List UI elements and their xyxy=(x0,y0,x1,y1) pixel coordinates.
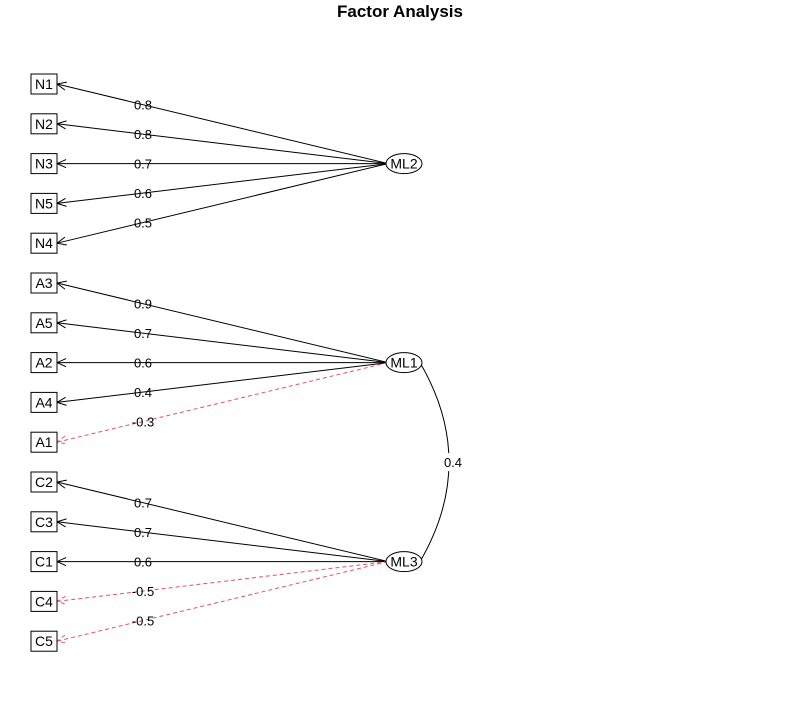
indicator-label: C1 xyxy=(35,554,53,570)
loading-path-n2 xyxy=(56,123,389,165)
loading-path-n1 xyxy=(56,83,389,165)
indicator-a1: A1 xyxy=(30,431,58,453)
factor-ml1: ML1 xyxy=(385,352,423,374)
loading-path-a4 xyxy=(56,362,389,403)
indicator-c4: C4 xyxy=(30,590,58,612)
indicator-n4: N4 xyxy=(30,232,58,254)
indicator-c2: C2 xyxy=(30,471,58,493)
indicator-label: C5 xyxy=(35,633,53,649)
loading-label-n2: 0.8 xyxy=(134,127,152,142)
loading-paths: 0.8 0.8 0.7 0.6 0.5 0.9 0.7 0.6 0.4 -0.3 0.7 0.7 0.6… xyxy=(55,81,464,644)
indicator-a3: A3 xyxy=(30,272,58,294)
loading-label-a4: 0.4 xyxy=(134,385,152,400)
diagram-title: Factor Analysis xyxy=(337,2,463,21)
loading-path-c3 xyxy=(56,521,389,563)
loading-label-n4: 0.5 xyxy=(134,216,152,231)
indicator-label: A1 xyxy=(35,434,52,450)
indicator-a5: A5 xyxy=(30,312,58,334)
indicator-label: C3 xyxy=(35,514,53,530)
indicator-n3: N3 xyxy=(30,153,58,175)
factor-ml3: ML3 xyxy=(385,551,423,573)
indicator-label: C4 xyxy=(35,593,53,609)
factor-label: ML1 xyxy=(390,355,417,371)
indicator-n2: N2 xyxy=(30,113,58,135)
indicator-label: A3 xyxy=(35,275,52,291)
indicator-c1: C1 xyxy=(30,551,58,573)
loading-path-c4 xyxy=(56,561,389,602)
loading-label-a2: 0.6 xyxy=(134,356,152,371)
indicator-n5: N5 xyxy=(30,192,58,214)
loading-label-c5: -0.5 xyxy=(132,614,154,629)
loading-label-c4: -0.5 xyxy=(132,584,154,599)
loading-label-c3: 0.7 xyxy=(134,525,152,540)
loading-label-c2: 0.7 xyxy=(134,496,152,511)
factor-label: ML3 xyxy=(390,554,417,570)
loading-label-a1: -0.3 xyxy=(132,415,154,430)
indicator-label: A5 xyxy=(35,315,52,331)
indicator-label: N2 xyxy=(35,116,53,132)
loading-path-c2 xyxy=(56,481,389,563)
indicator-label: N4 xyxy=(35,235,53,251)
loading-label-n1: 0.8 xyxy=(134,98,152,113)
factor-label: ML2 xyxy=(390,156,417,172)
loading-path-a1 xyxy=(56,362,389,443)
loading-label-n3: 0.7 xyxy=(134,157,152,172)
loading-label-c1: 0.6 xyxy=(134,555,152,570)
indicator-label: N3 xyxy=(35,156,53,172)
loading-label-n5: 0.6 xyxy=(134,186,152,201)
indicator-label: C2 xyxy=(35,474,53,490)
variable-nodes: N1 N2 N3 N5 N4 ML2 A3 A5 A2 A4 A1 ML1 C2 C3 C1 C4 C5 ML3 xyxy=(30,73,423,652)
indicator-a2: A2 xyxy=(30,352,58,374)
loading-path-c5 xyxy=(56,561,389,642)
loading-label-a5: 0.7 xyxy=(134,326,152,341)
loading-path-a5 xyxy=(56,322,389,364)
indicator-label: N5 xyxy=(35,195,53,211)
indicator-label: A4 xyxy=(35,394,52,410)
indicator-n1: N1 xyxy=(30,73,58,95)
indicator-c5: C5 xyxy=(30,630,58,652)
indicator-label: N1 xyxy=(35,76,53,92)
correlation-label: 0.4 xyxy=(444,455,462,470)
factor-ml2: ML2 xyxy=(385,153,423,175)
loading-path-n5 xyxy=(56,163,389,204)
indicator-label: A2 xyxy=(35,355,52,371)
loading-path-a3 xyxy=(56,282,389,364)
loading-path-n4 xyxy=(56,163,389,244)
indicator-c3: C3 xyxy=(30,511,58,533)
indicator-a4: A4 xyxy=(30,391,58,413)
loading-label-a3: 0.9 xyxy=(134,297,152,312)
